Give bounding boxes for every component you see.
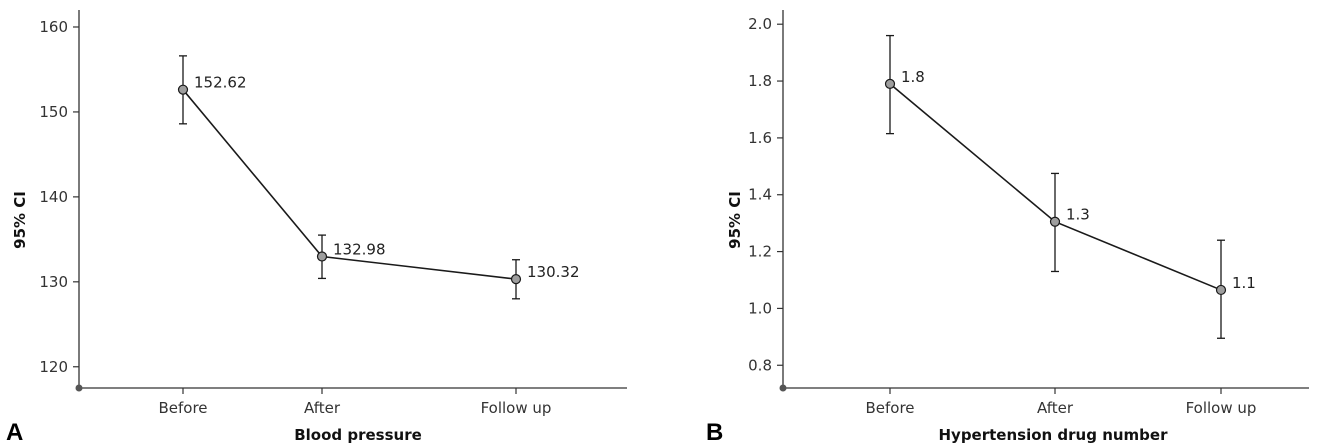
data-label: 130.32 <box>527 263 580 281</box>
y-tick-label: 140 <box>39 188 68 206</box>
y-tick-label: 150 <box>39 103 68 121</box>
data-point <box>884 78 896 89</box>
data-point <box>1049 216 1061 227</box>
y-tick-label: 160 <box>39 18 68 36</box>
data-label: 1.8 <box>901 68 925 86</box>
y-tick-label: 1.0 <box>748 299 772 317</box>
data-point <box>510 274 522 285</box>
data-label: 1.1 <box>1232 274 1256 292</box>
x-tick-label: After <box>304 399 341 417</box>
data-label: 132.98 <box>333 241 386 259</box>
y-tick-label: 0.8 <box>748 356 772 374</box>
chart-panel-b: B Hypertension drug number 95% CI 0.8 1.0… <box>706 10 1309 445</box>
y-tick-label: 1.8 <box>748 72 772 90</box>
y-tick-label: 1.6 <box>748 129 772 147</box>
panel-label: A <box>6 419 23 445</box>
x-tick-label: After <box>1037 399 1074 417</box>
y-tick-label: 1.2 <box>748 243 772 261</box>
x-tick-label: Before <box>865 399 914 417</box>
x-axis-label: Blood pressure <box>294 426 422 444</box>
y-tick-label: 2.0 <box>748 15 772 33</box>
x-tick-label: Follow up <box>1186 399 1257 417</box>
x-axis-label: Hypertension drug number <box>938 426 1168 444</box>
data-point <box>177 84 189 95</box>
y-tick-label: 120 <box>39 358 68 376</box>
y-tick-label: 1.4 <box>748 186 772 204</box>
data-label: 152.62 <box>194 74 247 92</box>
data-label: 1.3 <box>1066 206 1090 224</box>
y-axis-label: 95% CI <box>726 191 744 249</box>
axis-origin-dot <box>75 384 83 392</box>
x-tick-label: Follow up <box>481 399 552 417</box>
chart-panel-a: A Blood pressure 95% CI 120 130 140 150 160 B… <box>6 10 627 445</box>
axis-origin-dot <box>779 384 787 392</box>
panel-label: B <box>706 419 723 445</box>
data-point <box>1215 284 1227 296</box>
y-tick-label: 130 <box>39 273 68 291</box>
data-point <box>316 251 328 262</box>
y-axis-label: 95% CI <box>11 191 29 249</box>
x-tick-label: Before <box>158 399 207 417</box>
